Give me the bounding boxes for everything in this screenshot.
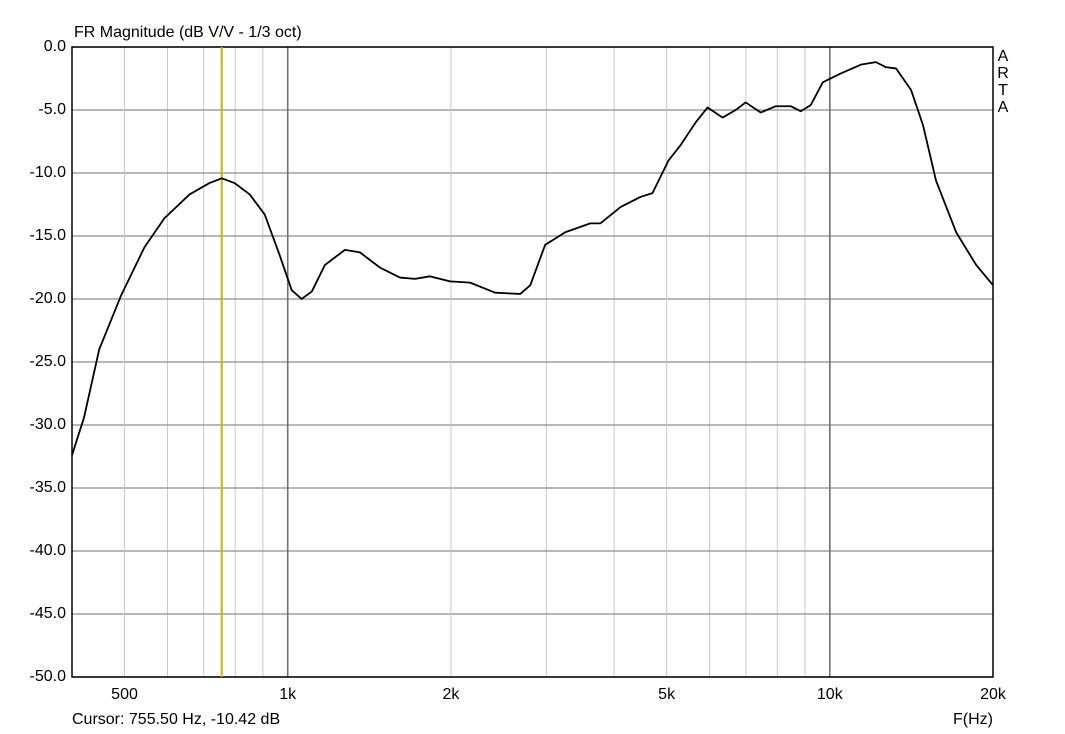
x-tick-label: 5k bbox=[658, 686, 676, 703]
x-tick-label: 2k bbox=[442, 686, 460, 703]
y-tick-label: -30.0 bbox=[30, 416, 67, 433]
chart-title: FR Magnitude (dB V/V - 1/3 oct) bbox=[74, 24, 302, 41]
y-tick-label: -20.0 bbox=[30, 290, 67, 307]
y-tick-label: 0.0 bbox=[44, 38, 66, 55]
y-tick-label: -5.0 bbox=[38, 101, 66, 118]
y-tick-label: -15.0 bbox=[30, 227, 67, 244]
x-tick-label: 10k bbox=[817, 686, 844, 703]
x-tick-label: 500 bbox=[111, 686, 138, 703]
x-tick-label: 1k bbox=[279, 686, 297, 703]
y-tick-label: -40.0 bbox=[30, 542, 67, 559]
response-curve bbox=[71, 61, 994, 456]
cursor-readout: Cursor: 755.50 Hz, -10.42 dB bbox=[72, 711, 280, 728]
y-tick-label: -25.0 bbox=[30, 353, 67, 370]
watermark-letter: A bbox=[998, 99, 1009, 116]
y-tick-label: -35.0 bbox=[30, 479, 67, 496]
plot-frame bbox=[71, 46, 994, 678]
y-tick-label: -45.0 bbox=[30, 605, 67, 622]
x-tick-label: 20k bbox=[980, 686, 1007, 703]
watermark-letter: R bbox=[997, 65, 1009, 82]
watermark-letter: A bbox=[998, 48, 1009, 65]
y-tick-label: -50.0 bbox=[30, 668, 67, 685]
watermark-letter: T bbox=[998, 82, 1008, 99]
x-axis-label: F(Hz) bbox=[953, 711, 993, 728]
y-tick-label: -10.0 bbox=[30, 164, 67, 181]
